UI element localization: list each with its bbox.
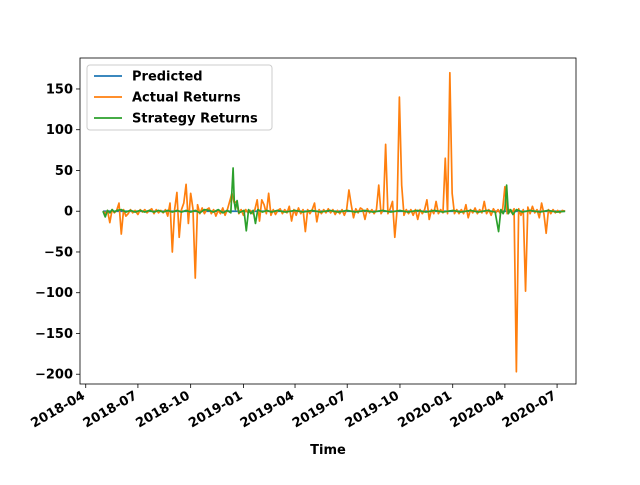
x-tick-label: 2019-10	[343, 388, 402, 431]
legend-label: Predicted	[132, 70, 203, 85]
x-tick-label: 2020-07	[500, 388, 559, 431]
y-axis: 150 100 50 0 −50 −100 −150 −200	[35, 82, 80, 383]
plot-frame	[79, 57, 577, 385]
series-line-2	[102, 167, 566, 233]
y-tick-label: −150	[35, 327, 73, 342]
x-tick-label: 2019-01	[186, 388, 245, 431]
y-tick-label: 0	[64, 205, 73, 220]
legend-box	[86, 64, 273, 131]
x-tick-label: 2019-04	[238, 388, 297, 431]
y-tick-label: 50	[55, 164, 73, 179]
x-axis: 2018-042018-072018-102019-012019-042019-…	[29, 384, 559, 431]
x-tick-label: 2018-04	[29, 388, 88, 431]
legend: Predicted Actual Returns Strategy Returns	[86, 64, 273, 131]
x-axis-title: Time	[310, 443, 346, 458]
x-tick-label: 2020-01	[396, 388, 455, 431]
y-tick-label: 150	[46, 82, 73, 97]
series-layer	[102, 71, 566, 373]
x-tick-label: 2018-10	[133, 388, 192, 431]
y-tick-label: −50	[44, 245, 73, 260]
legend-label: Actual Returns	[132, 91, 241, 106]
y-tick-label: −100	[35, 286, 73, 301]
x-tick-label: 2020-04	[448, 388, 507, 431]
y-tick-label: −200	[35, 368, 73, 383]
x-tick-label: 2019-07	[290, 388, 349, 431]
y-tick-label: 100	[46, 123, 73, 138]
legend-label: Strategy Returns	[132, 112, 258, 127]
x-tick-label: 2018-07	[81, 388, 140, 431]
